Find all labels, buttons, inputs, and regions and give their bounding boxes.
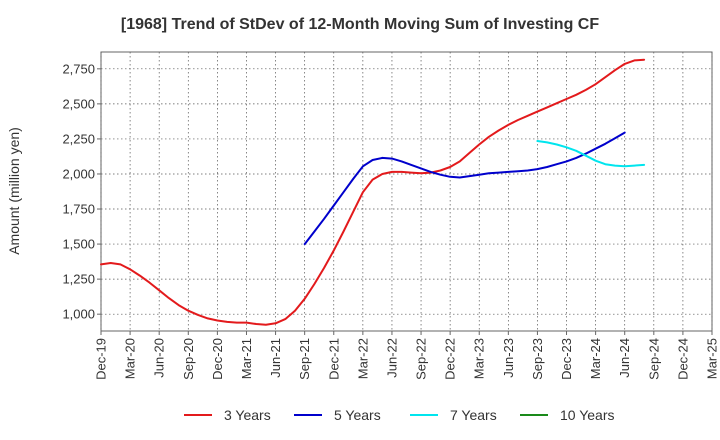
x-tick-label: Mar-20 xyxy=(123,338,138,379)
legend-label: 10 Years xyxy=(560,407,615,423)
x-tick-label: Dec-19 xyxy=(94,338,109,380)
x-tick-label: Sep-21 xyxy=(297,338,312,380)
x-tick-label: Sep-20 xyxy=(181,338,196,380)
x-tick-label: Mar-22 xyxy=(355,338,370,379)
x-tick-label: Dec-20 xyxy=(210,338,225,380)
series-line-7-years xyxy=(536,140,646,168)
x-tick-label: Sep-22 xyxy=(414,338,429,380)
y-tick-label: 1,750 xyxy=(62,202,95,217)
plot-frame xyxy=(100,51,713,332)
y-tick-label: 1,250 xyxy=(62,272,95,287)
chart-title: [1968] Trend of StDev of 12-Month Moving… xyxy=(121,16,599,33)
x-tick-label: Dec-21 xyxy=(326,338,341,380)
grid xyxy=(100,52,713,331)
x-tick-label: Dec-24 xyxy=(675,338,690,380)
series-line-3-years xyxy=(100,58,646,326)
x-axis-ticks: Dec-19 Mar-20 Jun-20 Sep-20 Dec-20 Mar-21 Jun-… xyxy=(94,331,720,380)
x-tick-label: Mar-23 xyxy=(472,338,487,379)
y-tick-label: 2,500 xyxy=(62,96,95,111)
legend: 3 Years 5 Years 7 Years 10 Years xyxy=(184,407,615,423)
x-tick-label: Mar-24 xyxy=(588,338,603,379)
y-tick-label: 1,500 xyxy=(62,237,95,252)
x-tick-label: Sep-24 xyxy=(646,338,661,380)
x-tick-label: Jun-20 xyxy=(152,338,167,378)
y-tick-label: 1,000 xyxy=(62,307,95,322)
plot-area xyxy=(100,51,713,332)
y-tick-label: 2,750 xyxy=(62,61,95,76)
series-line-5-years xyxy=(303,131,626,246)
x-tick-label: Sep-23 xyxy=(530,338,545,380)
y-tick-label: 2,000 xyxy=(62,166,95,181)
x-tick-label: Mar-21 xyxy=(239,338,254,379)
x-tick-label: Jun-23 xyxy=(501,338,516,378)
x-tick-label: Dec-23 xyxy=(559,338,574,380)
y-tick-label: 2,250 xyxy=(62,131,95,146)
legend-label: 3 Years xyxy=(224,407,271,423)
x-tick-label: Jun-22 xyxy=(384,338,399,378)
x-tick-label: Jun-21 xyxy=(268,338,283,378)
x-tick-label: Dec-22 xyxy=(443,338,458,380)
y-axis-ticks: 1,000 1,250 1,500 1,750 2,000 2,250 2,500 2,750 xyxy=(62,61,101,322)
y-axis-label: Amount (million yen) xyxy=(6,127,22,255)
legend-label: 5 Years xyxy=(334,407,381,423)
legend-label: 7 Years xyxy=(450,407,497,423)
series-lines xyxy=(100,58,646,326)
x-tick-label: Mar-25 xyxy=(705,338,720,379)
x-tick-label: Jun-24 xyxy=(617,338,632,378)
